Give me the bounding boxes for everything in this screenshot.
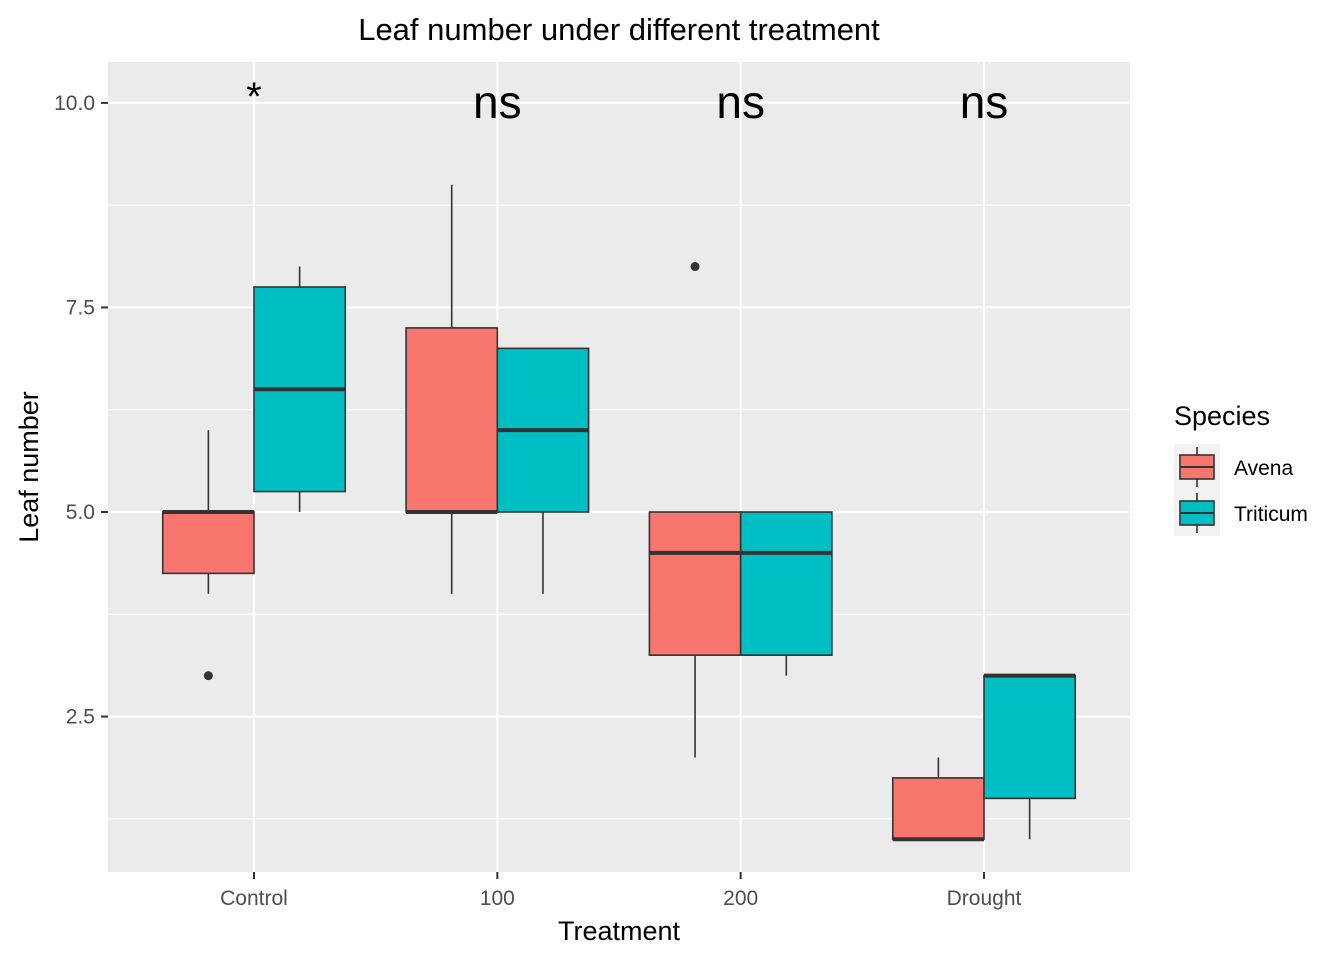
x-tick-label: Drought (947, 887, 1022, 910)
x-axis-title: Treatment (558, 916, 681, 946)
box-triticum-100 (496, 347, 590, 594)
y-axis: 2.5 5.0 7.5 10.0 (54, 92, 108, 729)
annotation-label: ns (473, 76, 522, 128)
outlier-point (203, 671, 213, 681)
y-tick-label: 7.5 (66, 296, 95, 319)
annotation-label: ns (960, 76, 1009, 128)
legend: Species Avena Triticum (1174, 401, 1308, 536)
legend-label: Triticum (1234, 503, 1308, 526)
y-tick-label: 2.5 (66, 706, 95, 729)
box-iqr (405, 327, 499, 513)
outlier-point (690, 262, 700, 272)
box-triticum-200 (739, 511, 833, 676)
box-triticum-control (253, 266, 347, 512)
y-tick-label: 10.0 (54, 92, 95, 115)
box-iqr (891, 777, 985, 841)
box-avena-control (161, 430, 255, 681)
box-iqr (161, 511, 255, 575)
box-iqr (983, 674, 1077, 800)
box-iqr (648, 511, 742, 656)
box-avena-200 (648, 262, 742, 758)
legend-title: Species (1174, 401, 1270, 431)
x-tick-label: 200 (723, 887, 758, 910)
x-tick-label: Control (220, 887, 288, 910)
box-avena-100 (405, 184, 499, 594)
legend-item-triticum: Triticum (1174, 490, 1308, 536)
boxplots (161, 184, 1077, 842)
chart-title: Leaf number under different treatment (358, 12, 880, 47)
x-axis: Control 100 200 Drought (220, 872, 1022, 910)
box-avena-drought (891, 757, 985, 842)
significance-annotations: * ns ns ns (246, 75, 1008, 128)
box-triticum-drought (983, 673, 1077, 840)
legend-label: Avena (1234, 457, 1293, 480)
legend-item-avena: Avena (1174, 444, 1293, 490)
y-tick-label: 5.0 (66, 501, 95, 524)
y-axis-title: Leaf number (14, 391, 44, 543)
annotation-label: ns (716, 76, 765, 128)
x-tick-label: 100 (480, 887, 515, 910)
box-iqr (739, 511, 833, 656)
annotation-label: * (246, 75, 262, 119)
